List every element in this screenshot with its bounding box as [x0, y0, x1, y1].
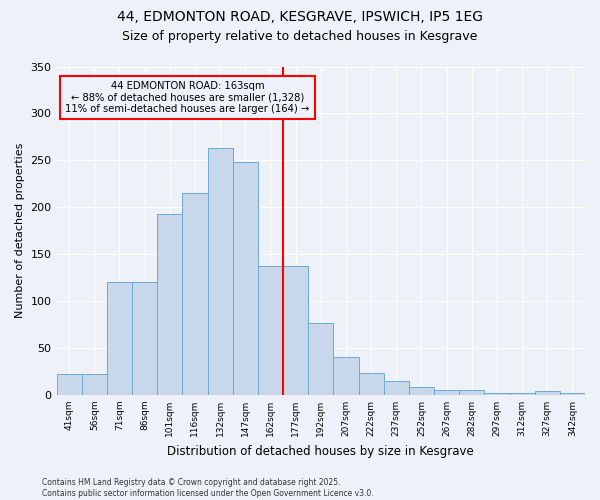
X-axis label: Distribution of detached houses by size in Kesgrave: Distribution of detached houses by size … — [167, 444, 474, 458]
Text: 44 EDMONTON ROAD: 163sqm
← 88% of detached houses are smaller (1,328)
11% of sem: 44 EDMONTON ROAD: 163sqm ← 88% of detach… — [65, 80, 310, 114]
Bar — [132, 282, 157, 395]
Bar — [334, 358, 359, 395]
Bar — [208, 148, 233, 395]
Text: Contains HM Land Registry data © Crown copyright and database right 2025.
Contai: Contains HM Land Registry data © Crown c… — [42, 478, 374, 498]
Bar — [434, 390, 459, 395]
Bar — [484, 393, 509, 395]
Bar — [383, 381, 409, 395]
Bar — [359, 374, 383, 395]
Bar — [182, 193, 208, 395]
Bar — [233, 162, 258, 395]
Bar — [560, 393, 585, 395]
Bar — [459, 390, 484, 395]
Bar — [409, 388, 434, 395]
Bar — [535, 391, 560, 395]
Bar — [258, 266, 283, 395]
Bar — [283, 266, 308, 395]
Bar — [107, 282, 132, 395]
Text: 44, EDMONTON ROAD, KESGRAVE, IPSWICH, IP5 1EG: 44, EDMONTON ROAD, KESGRAVE, IPSWICH, IP… — [117, 10, 483, 24]
Bar — [56, 374, 82, 395]
Y-axis label: Number of detached properties: Number of detached properties — [15, 143, 25, 318]
Bar — [308, 322, 334, 395]
Bar — [509, 393, 535, 395]
Text: Size of property relative to detached houses in Kesgrave: Size of property relative to detached ho… — [122, 30, 478, 43]
Bar — [82, 374, 107, 395]
Bar — [157, 214, 182, 395]
